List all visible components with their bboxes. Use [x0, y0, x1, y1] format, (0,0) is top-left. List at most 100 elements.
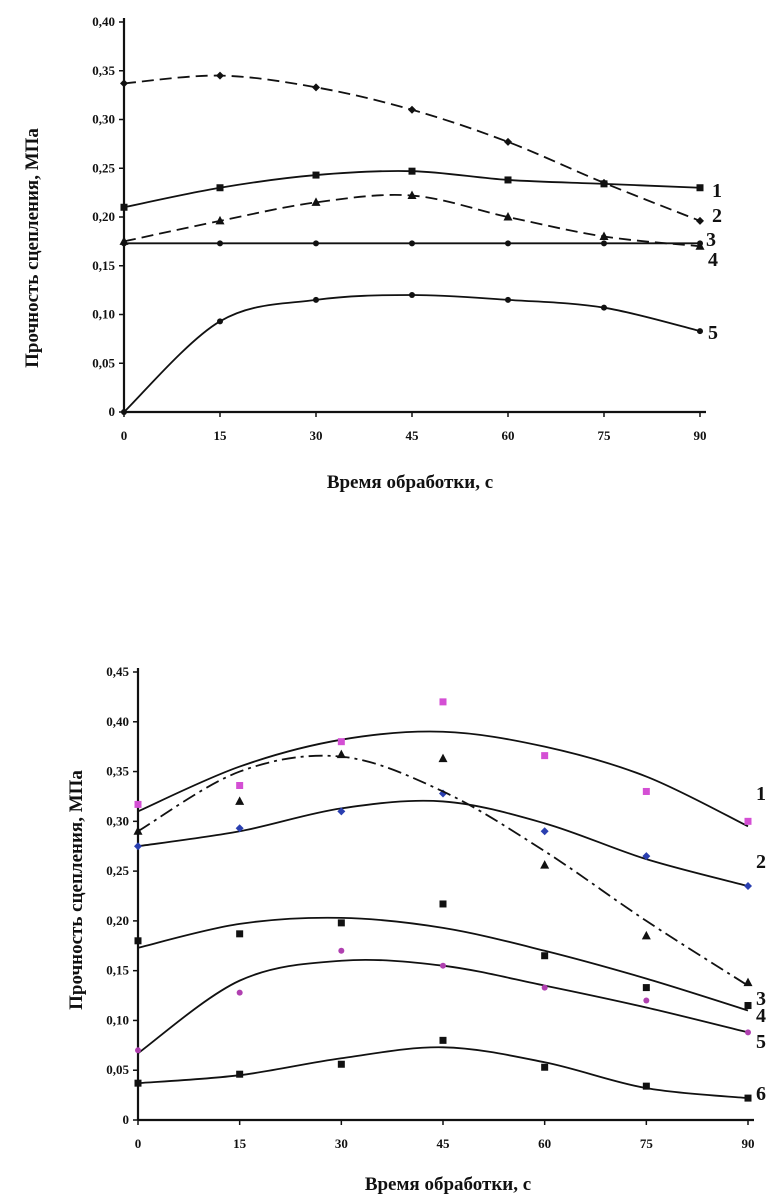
c1-series-2-point [696, 216, 704, 225]
c1-curve-label-3: 3 [706, 229, 716, 251]
c1-series-3-line [123, 194, 701, 248]
c1-x-tick-label: 90 [694, 428, 707, 443]
c2-curve-label-3: 3 [756, 988, 766, 1010]
c1-series-3-point [503, 212, 513, 221]
c1-series-5-point [409, 292, 415, 298]
chart-top: Прочность сцепления, МПа Время обработки… [0, 0, 770, 520]
c2-series-6-line [137, 1046, 749, 1099]
c1-y-tick-label: 0,40 [92, 14, 115, 29]
c1-y-tick-label: 0,25 [92, 160, 115, 175]
c2-series-1-point [744, 817, 752, 825]
c1-series-5-point [505, 296, 511, 303]
c2-x-tick-label: 60 [538, 1136, 551, 1151]
c2-series-5-point [236, 989, 243, 996]
c2-y-tick-label: 0,20 [106, 913, 129, 928]
c2-series-2-point [540, 827, 549, 836]
c1-y-tick-label: 0 [109, 404, 116, 419]
c2-x-tick-label: 15 [233, 1136, 247, 1151]
c1-series-2-point [408, 105, 416, 114]
c1-series-4-point [217, 240, 223, 247]
c2-series-2-point [744, 882, 752, 891]
c2-series-2-point [134, 842, 142, 851]
c1-series-5-point [697, 328, 703, 335]
c2-series-3-point [133, 826, 143, 835]
c1-series-2-point [216, 71, 224, 80]
c1-series-3-point [311, 197, 321, 206]
c1-series-1-point [696, 184, 704, 192]
c2-series-1-point [642, 787, 650, 795]
c2-series-3-point [235, 796, 245, 805]
c2-series-6-point [337, 1060, 345, 1068]
c1-x-tick-label: 45 [406, 428, 420, 443]
c2-y-tick-label: 0,10 [106, 1012, 129, 1027]
c2-series-3-point [336, 749, 346, 759]
c2-y-tick-label: 0,35 [106, 764, 129, 779]
c1-series-2-point [504, 137, 512, 146]
c1-curve-label-5: 5 [708, 322, 718, 344]
c1-y-tick-label: 0,20 [92, 209, 115, 224]
c2-series-3-point [540, 860, 550, 869]
c1-series-5-point [121, 409, 127, 415]
c2-series-2-point [439, 789, 447, 798]
c2-series-1-point [439, 698, 447, 706]
c1-x-tick-label: 0 [121, 428, 128, 443]
c2-curve-label-2: 2 [756, 851, 766, 873]
c1-curve-label-4: 4 [708, 249, 718, 271]
c1-series-2-point [120, 79, 128, 88]
c1-series-1-point [504, 176, 512, 184]
c2-x-tick-label: 0 [135, 1136, 142, 1151]
c1-y-tick-label: 0,15 [92, 258, 115, 273]
c1-x-tick-label: 15 [214, 428, 228, 443]
c1-series-1-point [408, 167, 416, 175]
c1-x-tick-label: 30 [310, 428, 323, 443]
c1-series-3-point [407, 190, 417, 200]
c1-y-tick-label: 0,30 [92, 112, 115, 127]
c1-y-tick-label: 0,35 [92, 63, 115, 78]
c1-series-2-point [312, 83, 320, 92]
c2-series-5-point [135, 1047, 141, 1054]
c1-series-1-point [120, 203, 128, 211]
c1-series-4-point [505, 240, 511, 247]
c2-series-4-point [134, 937, 142, 945]
c1-curve-label-2: 2 [712, 205, 722, 227]
c2-series-5-point [745, 1029, 751, 1036]
c2-series-4-point [642, 984, 650, 992]
c2-x-tick-label: 75 [640, 1136, 654, 1151]
c2-x-tick-label: 30 [335, 1136, 348, 1151]
c2-y-tick-label: 0,30 [106, 813, 129, 828]
c1-series-3-point [215, 215, 225, 225]
c1-series-2-line [123, 74, 701, 222]
c2-series-6-point [134, 1079, 142, 1087]
c1-series-5-line [123, 294, 701, 413]
chart-bottom-y-axis-title: Прочность сцепления, МПа [66, 770, 87, 1010]
c2-x-tick-label: 90 [742, 1136, 755, 1151]
c1-series-3-point [599, 231, 609, 240]
c1-series-4-point [313, 240, 319, 247]
c2-series-1-point [236, 781, 244, 789]
c2-series-1-line [137, 730, 749, 828]
c2-series-1-point [541, 752, 549, 760]
c1-y-tick-label: 0,05 [92, 355, 115, 370]
c2-y-tick-label: 0 [123, 1112, 130, 1127]
c2-series-4-point [337, 919, 345, 927]
c2-curve-label-4: 4 [756, 1005, 766, 1027]
chart-bottom: Прочность сцепления, МПа Время обработки… [0, 640, 770, 1202]
c2-series-5-point [541, 984, 548, 991]
chart-top-y-axis-title: Прочность сцепления, МПа [22, 128, 43, 368]
c2-y-tick-label: 0,45 [106, 664, 129, 679]
c2-series-6-point [744, 1094, 752, 1102]
c2-y-tick-label: 0,25 [106, 863, 129, 878]
c2-series-6-point [236, 1070, 244, 1078]
c2-series-3-point [641, 930, 651, 940]
c2-series-2-point [235, 824, 244, 833]
c1-series-1-point [216, 184, 224, 192]
c2-series-2-point [337, 807, 346, 816]
c2-series-4-line [137, 916, 749, 1012]
c2-series-3-line [137, 754, 749, 987]
c1-series-4-point [697, 240, 703, 247]
c2-series-2-line [137, 799, 749, 887]
c1-series-5-point [313, 296, 319, 303]
c1-y-tick-label: 0,10 [92, 307, 115, 322]
c2-series-4-point [744, 1002, 752, 1010]
c2-curve-label-1: 1 [756, 783, 766, 805]
